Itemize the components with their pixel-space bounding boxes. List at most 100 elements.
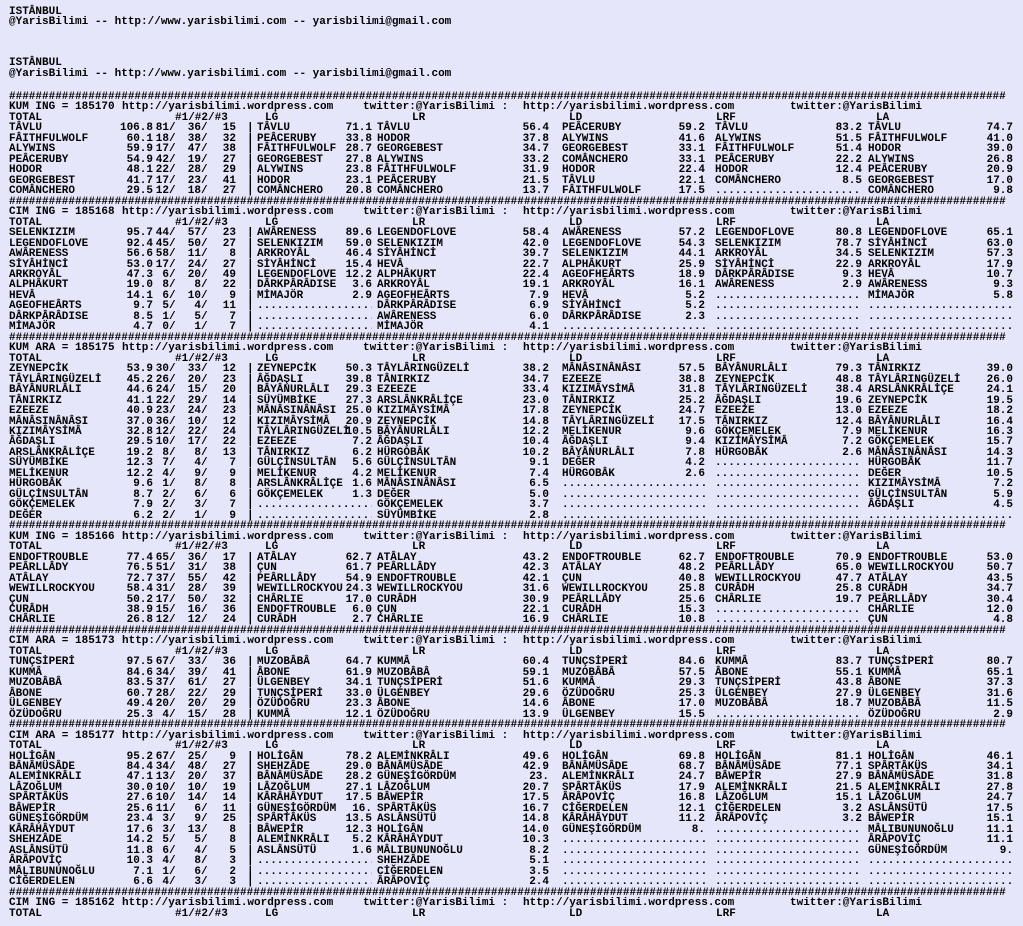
ld-value: 29.3 <box>678 677 705 690</box>
ld-value: 68.7 <box>678 761 705 773</box>
ld-name: CİĞERDELEN <box>562 802 629 815</box>
horse-name: SÜYÜMBİKE <box>9 457 69 470</box>
pick-count: 81 <box>155 122 169 135</box>
lg-value: 61.7 <box>345 562 372 575</box>
column-separator: | <box>247 855 254 868</box>
pick-count: 67 <box>155 750 169 763</box>
table-row: MÂLIBUNUNOĞLU7.11/6/2|..................… <box>0 866 1023 878</box>
lg-name: ÂBONE <box>257 666 291 679</box>
la-value: 16.4 <box>986 415 1013 428</box>
horse-name: LEGENDOFLOVE <box>9 237 89 250</box>
la-name: ÂĞDAŞLI <box>868 499 915 512</box>
lg-value: 62.7 <box>345 551 372 564</box>
column-separator: | <box>247 415 254 428</box>
pick-slash: / <box>169 488 176 501</box>
lr-name: CURÂDH <box>377 593 417 606</box>
la-value: 11.1 <box>986 834 1013 847</box>
pick-count: 10 <box>155 781 169 794</box>
pick-slash: / <box>169 698 176 711</box>
lg-value: 12.1 <box>345 708 372 721</box>
la-name: TÂYLÂRINGÜZELİ <box>868 373 961 386</box>
ld-value: 16.8 <box>678 792 705 805</box>
ld-value: 17.9 <box>678 781 705 794</box>
lg-value: 27.8 <box>345 153 372 166</box>
table-row: DEĞER6.22/1/9|..........................… <box>0 509 1023 522</box>
total-score: 32.8 <box>126 426 153 438</box>
pick-slash: / <box>201 174 208 187</box>
pick-slash: / <box>169 844 176 857</box>
twitter-handle: twitter:@YarisBilimi : <box>363 729 509 742</box>
lrf-value: 3.2 <box>842 813 862 826</box>
pick-count: 18 <box>155 132 169 145</box>
lrf-value: 18.7 <box>835 698 862 711</box>
pick-slash: / <box>169 509 176 522</box>
table-row: HEVÂ 14.1 6/10/9 | MİMAJÖR 2.9 AGEOFHEÂRTS 7.9 H… <box>0 290 1023 302</box>
lg-name: SPÂRTÂKÜS <box>257 813 317 826</box>
ld-name: ÂĞDAŞLI <box>562 436 609 449</box>
ld-value: 9.6 <box>685 426 705 438</box>
pick-count: 33 <box>187 363 201 376</box>
lrf-name: DÂRKPÂRÂDISE <box>715 268 795 281</box>
la-name: ÖZÜDOĞRU <box>868 708 921 721</box>
ld-empty-dots: ........................... <box>562 856 705 867</box>
pick-slash: / <box>201 509 208 522</box>
ld-value: 25.6 <box>678 593 705 606</box>
lrf-name: LÂZOĞLUM <box>715 792 768 805</box>
la-name: CHÂRLIE <box>868 603 915 616</box>
ld-value: 31.8 <box>678 384 705 397</box>
lg-value: 16. <box>352 802 372 815</box>
lg-name: PEÂCERUBY <box>257 132 317 145</box>
lr-name: ZEYNEPCİK <box>377 415 437 428</box>
table-row: TÂYLÂRINGÜZELİ 45.2 26/20/23 | ÂĞDAŞLI 39.8 TÂ… <box>0 373 1023 386</box>
pick-count: 28 <box>187 583 201 596</box>
total-score: 9.6 <box>133 478 153 491</box>
lr-name: SÜYÜMBİKE <box>377 509 437 522</box>
column-separator: | <box>247 499 254 512</box>
lg-name: PEÂRLLÂDY <box>257 572 317 585</box>
pick-slash: / <box>201 300 208 313</box>
lr-name: ARSLÂNKRÂLİÇE <box>377 394 463 407</box>
total-score: 9.7 <box>133 300 153 313</box>
pick-slash: / <box>201 687 208 700</box>
hash-rule: ########################################… <box>0 625 1023 637</box>
lrf-value: 7.2 <box>842 436 862 449</box>
pick-count: 37 <box>155 677 169 690</box>
pick-slash: / <box>201 813 208 826</box>
lg-name: GÜNEŞİGÖRDÜM <box>257 802 337 815</box>
la-value: 19.5 <box>986 394 1013 407</box>
lrf-name: KIZIMÂYSİMÂ <box>715 436 788 449</box>
table-row: MUZOBÂBÂ 83.5 37/61/27 | ÜLGENBEY 34.1 TUNÇSİP… <box>0 677 1023 690</box>
wordpress-url: http://yarisbilimi.wordpress.com <box>122 342 334 355</box>
la-name: PEÂRLLÂDY <box>868 593 928 606</box>
column-separator: | <box>247 122 254 135</box>
total-score: 26.8 <box>126 614 153 627</box>
horse-name: TÂVLU <box>9 122 43 135</box>
pick-slash: / <box>169 164 176 177</box>
horse-name: SPÂRTÂKÜS <box>9 792 69 805</box>
la-value: 34.7 <box>986 583 1013 596</box>
lrf-empty-dots: ........................... <box>715 489 862 501</box>
lr-name: LÂZOĞLUM <box>377 781 430 794</box>
header-lr: LR <box>412 216 426 229</box>
pick-count: 8 <box>162 446 169 459</box>
pick-count: 13 <box>187 823 201 836</box>
lr-value: 29.6 <box>522 687 549 700</box>
pick-count: 36 <box>222 603 236 616</box>
column-separator: | <box>247 666 254 679</box>
la-value: 18.2 <box>986 405 1013 418</box>
la-name: KIZIMÂYSİMÂ <box>868 478 941 491</box>
pick-count: 24 <box>222 614 236 627</box>
column-separator: | <box>247 781 254 794</box>
lg-name: COMÂNCHERO <box>257 185 324 198</box>
lrf-value: 27.9 <box>835 687 862 700</box>
lr-name: ALPHÂKURT <box>377 268 437 281</box>
total-score: 58.4 <box>126 583 153 596</box>
la-empty-dots: ........................... <box>868 866 1013 878</box>
pick-count: 55 <box>187 572 201 585</box>
pick-slash: / <box>169 248 176 261</box>
table-row: SÜYÜMBİKE 12.3 7/4/7 | GÜLÇİNSULTÂN 5.6 GÜLÇİN… <box>0 457 1023 470</box>
table-row: ARSLÂNKRÂLİÇE 19.2 8/8/13 | TÂNIRKIZ 6.2 HÜRGO… <box>0 446 1023 459</box>
header-lr: LR <box>412 352 426 365</box>
ld-name: AWÂRENESS <box>562 227 622 240</box>
lrf-value: 19.6 <box>835 394 862 407</box>
